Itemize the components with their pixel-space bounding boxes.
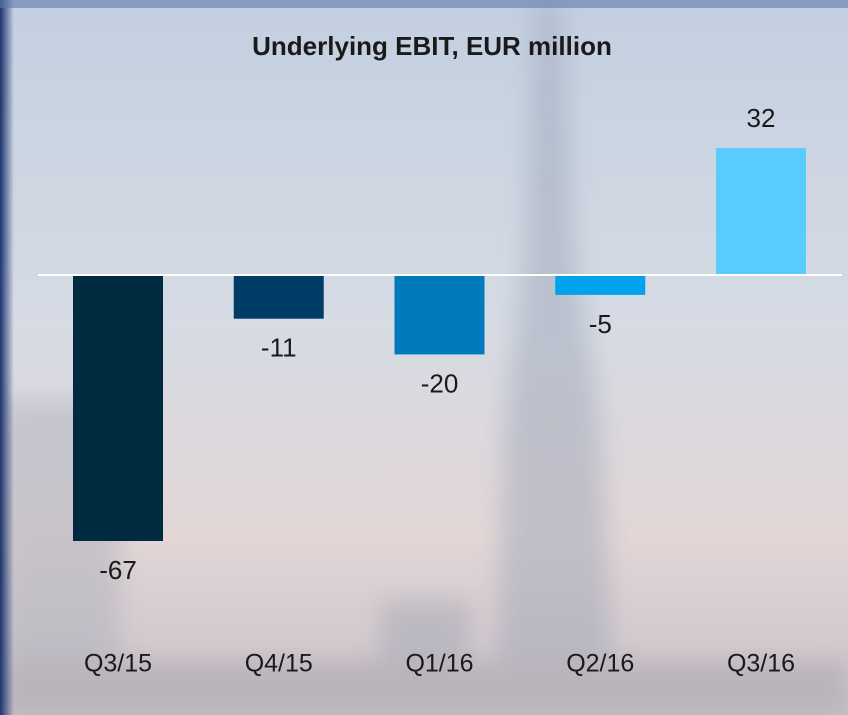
bar	[716, 148, 806, 276]
value-label: -20	[421, 368, 459, 398]
bar	[394, 275, 485, 355]
value-label: -11	[261, 333, 297, 363]
top-edge	[0, 0, 848, 8]
chart-title: Underlying EBIT, EUR million	[252, 31, 612, 61]
value-label: -67	[99, 555, 137, 585]
bar	[555, 275, 646, 295]
x-tick-label: Q2/16	[566, 650, 634, 678]
bar	[73, 275, 163, 541]
x-tick-label: Q1/16	[405, 650, 473, 678]
x-tick-label: Q3/15	[84, 650, 152, 678]
value-label: -5	[589, 309, 612, 339]
value-label: 32	[747, 103, 776, 133]
x-tick-label: Q3/16	[727, 650, 795, 678]
left-edge	[0, 0, 14, 715]
bar	[233, 275, 324, 319]
x-tick-label: Q4/15	[245, 650, 313, 678]
